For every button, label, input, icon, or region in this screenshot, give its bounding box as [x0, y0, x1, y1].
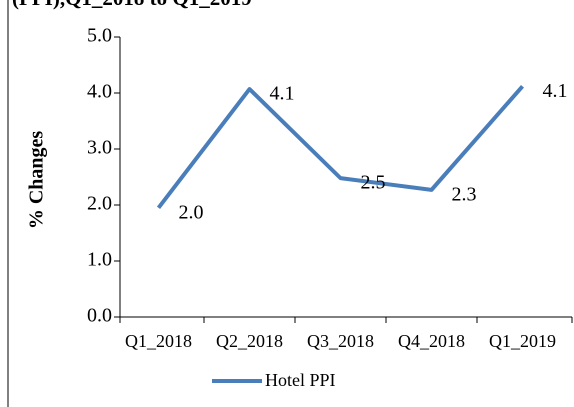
y-axis-label: % Changes: [26, 131, 48, 230]
data-label: 2.3: [452, 183, 477, 205]
y-tick-label: 0.0: [87, 305, 112, 327]
data-label: 2.0: [179, 201, 204, 223]
line-series: [156, 84, 525, 210]
y-tick-label: 5.0: [87, 25, 112, 47]
x-tick-label: Q1_2019: [489, 331, 556, 351]
y-tick-label: 2.0: [87, 193, 112, 215]
data-label: 2.5: [361, 172, 386, 194]
y-tick-label: 3.0: [87, 137, 112, 159]
x-tick-label: Q3_2018: [307, 331, 374, 351]
x-tick-label: Q4_2018: [398, 331, 465, 351]
x-tick-label: Q2_2018: [216, 331, 283, 351]
data-label: 4.1: [270, 83, 295, 105]
x-tick-label: Q1_2018: [125, 331, 192, 351]
legend-label: Hotel PPI: [265, 370, 336, 390]
y-tick-label: 4.0: [87, 81, 112, 103]
chart-title: (PPI),Q1_2018 to Q1_2019: [12, 0, 252, 10]
y-tick-label: 1.0: [87, 249, 112, 271]
data-label: 4.1: [543, 80, 568, 102]
